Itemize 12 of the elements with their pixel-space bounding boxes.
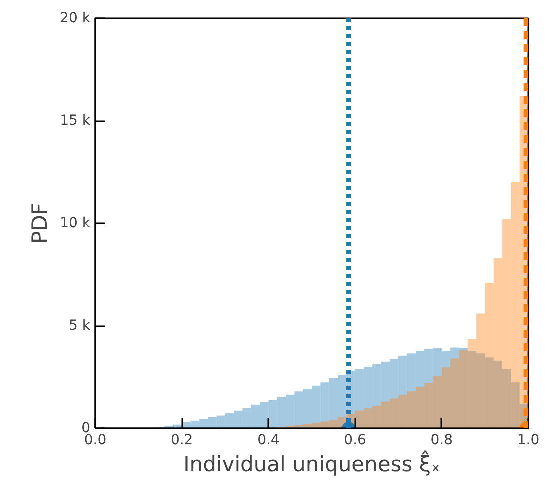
x-tick-label: 0.8 <box>430 432 454 448</box>
y-tick-label: 15 k <box>60 113 92 129</box>
y-tick-label: 10 k <box>60 216 92 232</box>
x-tick-label: 1.0 <box>517 432 540 448</box>
x-tick-label: 0.0 <box>84 432 107 448</box>
x-axis-title: Individual uniqueness ξ̂ₓ <box>184 450 440 476</box>
y-tick-label: 20 k <box>60 10 92 26</box>
x-tick-label: 0.2 <box>170 432 194 448</box>
x-tick-label: 0.6 <box>344 432 367 448</box>
y-tick-label: 5 k <box>69 318 92 334</box>
x-tick-label: 0.4 <box>258 432 280 448</box>
y-axis-title: PDF <box>28 203 52 244</box>
